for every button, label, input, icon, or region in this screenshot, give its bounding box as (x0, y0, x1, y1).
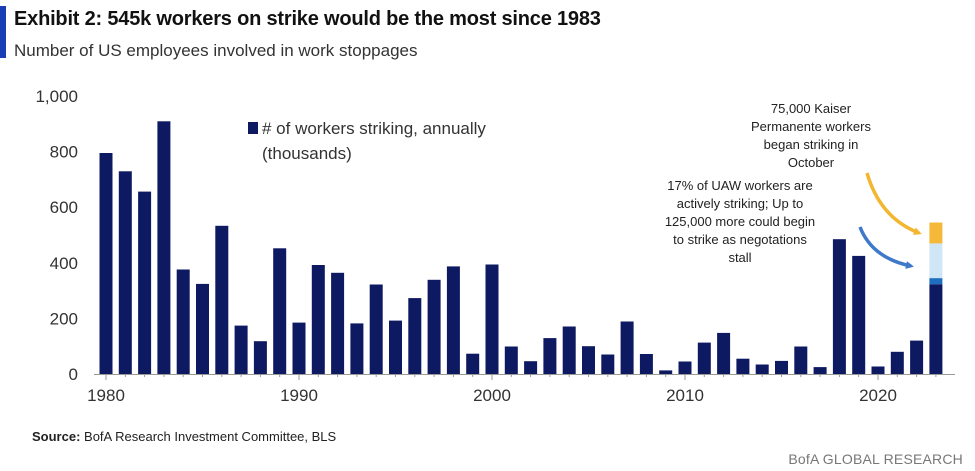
bar-1997 (427, 279, 441, 374)
chart-title: Exhibit 2: 545k workers on strike would … (14, 8, 601, 30)
brand-logo-text: BofA GLOBAL RESEARCH (788, 451, 963, 467)
bar-1981 (118, 171, 132, 374)
y-axis: 0 200 400 600 800 1,000 (35, 87, 78, 384)
uaw-annotation-line5: stall (728, 250, 751, 265)
legend: # of workers striking, annually (thousan… (248, 119, 486, 163)
bar-2021 (890, 351, 904, 374)
uaw-annotation-line4: to strike as negotations (673, 232, 807, 247)
bar-2009 (659, 370, 673, 374)
bar-2020 (871, 366, 885, 374)
x-tick-label: 2000 (473, 386, 511, 405)
kaiser-annotation-line4: October (788, 155, 835, 170)
bar-2023-segment-4 (929, 222, 943, 244)
bar-2003 (543, 338, 557, 374)
accent-bar (0, 6, 6, 58)
legend-swatch (248, 122, 258, 134)
bars (99, 121, 943, 374)
bar-1994 (369, 284, 383, 374)
kaiser-arrow (865, 172, 922, 235)
bar-1982 (138, 191, 152, 374)
bar-2019 (852, 255, 866, 374)
source-text: BofA Research Investment Committee, BLS (84, 429, 337, 444)
x-axis: 1980 1990 2000 2010 2020 (87, 374, 937, 405)
bar-1989 (273, 248, 287, 374)
bar-2008 (639, 354, 653, 374)
bar-2017 (813, 367, 827, 374)
bar-1985 (196, 283, 209, 374)
uaw-annotation-line2: actively striking; Up to (677, 196, 803, 211)
y-tick-label: 800 (50, 143, 78, 162)
bar-2006 (601, 354, 615, 374)
bar-1988 (253, 341, 267, 374)
bar-2012 (717, 332, 731, 374)
y-tick-label: 400 (50, 254, 78, 273)
bar-2005 (582, 346, 595, 374)
x-tick-label: 1990 (280, 386, 318, 405)
y-tick-label: 0 (69, 365, 78, 384)
bar-2001 (504, 346, 518, 374)
bar-1987 (234, 325, 248, 374)
kaiser-annotation-line3: began striking in (764, 137, 859, 152)
y-tick-label: 1,000 (35, 87, 78, 106)
legend-label-line2: (thousands) (262, 144, 352, 163)
bar-2010 (678, 361, 692, 374)
bar-2002 (524, 361, 538, 374)
bar-2015 (775, 360, 788, 374)
x-tick-label: 2010 (666, 386, 704, 405)
uaw-arrow (858, 226, 914, 269)
bar-2016 (794, 346, 808, 374)
bar-1995 (389, 320, 402, 374)
source-label: Source: (32, 429, 81, 444)
bar-1998 (446, 266, 460, 374)
bar-2007 (620, 321, 634, 374)
legend-label-line1: # of workers striking, annually (262, 119, 486, 138)
bar-1999 (466, 353, 480, 374)
kaiser-annotation: 75,000 Kaiser Permanente workers began s… (751, 101, 871, 170)
x-tick-label: 2020 (859, 386, 897, 405)
bar-2013 (736, 358, 750, 374)
y-tick-label: 200 (50, 309, 78, 328)
uaw-annotation-line1: 17% of UAW workers are (667, 178, 812, 193)
bar-2004 (562, 326, 576, 374)
bar-2011 (697, 342, 711, 374)
bar-2000 (485, 264, 499, 374)
bar-2023-segment-3 (929, 243, 943, 279)
bar-2018 (832, 239, 846, 374)
uaw-annotation: 17% of UAW workers are actively striking… (665, 178, 815, 265)
bar-2022 (910, 340, 924, 374)
bar-1980 (99, 153, 113, 374)
uaw-annotation-line3: 125,000 more could begin (665, 214, 815, 229)
bar-1996 (408, 298, 422, 374)
bar-1986 (215, 225, 229, 374)
bar-1983 (157, 121, 171, 374)
bar-1991 (311, 265, 325, 374)
kaiser-annotation-line2: Permanente workers (751, 119, 871, 134)
y-tick-label: 600 (50, 198, 78, 217)
source-note: Source: BofA Research Investment Committ… (32, 429, 336, 444)
bar-2023-segment-2 (929, 278, 943, 285)
bar-2014 (755, 364, 769, 374)
kaiser-annotation-line1: 75,000 Kaiser (771, 101, 852, 116)
bar-2023-segment-1 (929, 284, 943, 374)
bar-1992 (331, 272, 345, 374)
x-tick-label: 1980 (87, 386, 125, 405)
chart-subtitle: Number of US employees involved in work … (14, 41, 418, 60)
bar-1984 (176, 269, 190, 374)
bar-1993 (350, 323, 364, 374)
bar-1990 (292, 322, 306, 374)
